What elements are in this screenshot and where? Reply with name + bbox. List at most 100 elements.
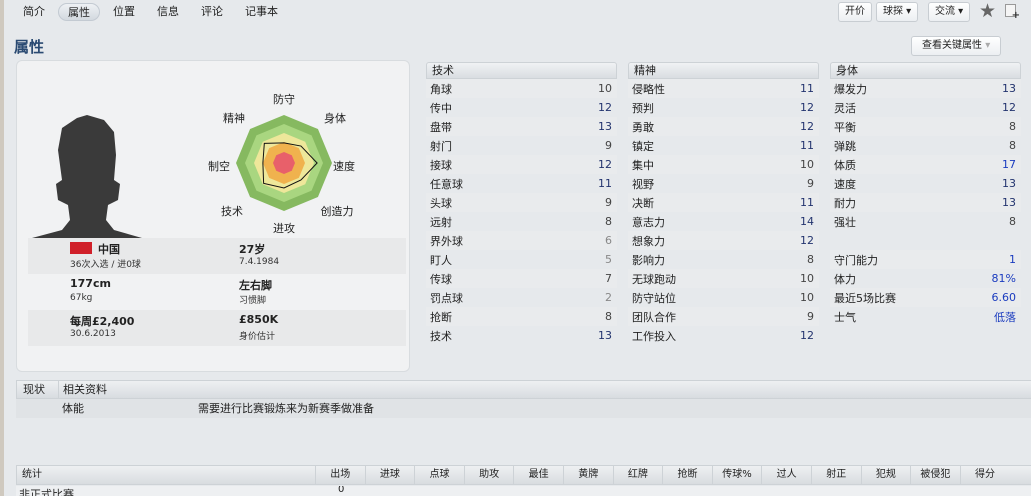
attribute-row[interactable]: 盯人 5 — [426, 250, 617, 269]
offer-button[interactable]: 开价 — [838, 2, 872, 22]
scout-dropdown[interactable]: 球探 ▾ — [876, 2, 919, 22]
attribute-row[interactable]: 体力 81% — [830, 269, 1021, 288]
value: £850K — [239, 313, 279, 326]
attribute-row[interactable]: 集中 10 — [628, 155, 819, 174]
stats-column[interactable]: 最佳 — [513, 466, 563, 484]
attribute-row[interactable]: 视野 9 — [628, 174, 819, 193]
attribute-name: 传球 — [430, 272, 452, 286]
attribute-row[interactable]: 弹跳 8 — [830, 136, 1021, 155]
attribute-row[interactable]: 防守站位 10 — [628, 288, 819, 307]
attribute-name: 工作投入 — [632, 329, 676, 343]
tab-2[interactable]: 位置 — [113, 5, 135, 18]
attribute-value: 1 — [1009, 253, 1016, 266]
stats-column[interactable]: 进球 — [364, 466, 415, 484]
attribute-row[interactable]: 传中 12 — [426, 98, 617, 117]
attribute-row[interactable]: 抢断 8 — [426, 307, 617, 326]
stats-column[interactable]: 点球 — [414, 466, 464, 484]
attribute-row[interactable]: 士气 低落 — [830, 307, 1021, 326]
stats-column[interactable]: 红牌 — [612, 466, 663, 484]
tab-4[interactable]: 评论 — [201, 5, 223, 18]
radar-label-mental: 精神 — [223, 111, 245, 125]
attribute-row[interactable]: 最近5场比赛 6.60 — [830, 288, 1021, 307]
preferred-foot: 左右脚 — [239, 279, 272, 292]
stats-column[interactable]: 抢断 — [662, 466, 712, 484]
attribute-row[interactable]: 勇敢 12 — [628, 117, 819, 136]
key-attributes-button[interactable]: 查看关键属性 ▾ — [911, 36, 1002, 56]
attribute-name: 视野 — [632, 177, 654, 191]
attribute-row[interactable]: 盘带 13 — [426, 117, 617, 136]
stats-column[interactable]: 助攻 — [463, 466, 514, 484]
stats-column[interactable]: 出场 — [315, 466, 365, 484]
attribute-row[interactable]: 技术 13 — [426, 326, 617, 345]
attribute-row[interactable]: 体质 17 — [830, 155, 1021, 174]
attribute-value: 12 — [800, 234, 814, 247]
attribute-value: 6.60 — [991, 291, 1017, 304]
tab-5[interactable]: 记事本 — [245, 5, 278, 18]
attribute-row[interactable]: 耐力 13 — [830, 193, 1021, 212]
attribute-row[interactable]: 镇定 11 — [628, 136, 819, 155]
attribute-name: 最近5场比赛 — [834, 291, 896, 305]
stats-column[interactable]: 传球% — [711, 466, 762, 484]
caps: 36次入选 / 进0球 — [70, 260, 141, 270]
stats-table-header: 统计 出场 进球 点球 助攻 最佳 黄牌 红牌 抢断 传球% 过人 射正 犯规 被侵犯 得分 — [16, 465, 1031, 485]
attribute-row[interactable]: 远射 8 — [426, 212, 617, 231]
attribute-name: 预判 — [632, 101, 654, 115]
attribute-row[interactable]: 强壮 8 — [830, 212, 1021, 231]
attribute-value: 9 — [807, 177, 814, 190]
attribute-name: 体质 — [834, 158, 856, 172]
attribute-row[interactable]: 任意球 11 — [426, 174, 617, 193]
tab-3[interactable]: 信息 — [157, 5, 179, 18]
radar-ring-4 — [273, 152, 295, 174]
attribute-row[interactable]: 界外球 6 — [426, 231, 617, 250]
attribute-row[interactable]: 传球 7 — [426, 269, 617, 288]
attribute-row[interactable]: 射门 9 — [426, 136, 617, 155]
wage: 每周£2,400 — [70, 315, 135, 328]
attribute-row[interactable]: 灵活 12 — [830, 98, 1021, 117]
attribute-row[interactable]: 侵略性 11 — [628, 79, 819, 98]
stats-column[interactable]: 过人 — [761, 466, 811, 484]
attribute-name: 罚点球 — [430, 291, 463, 305]
technical-attributes: 技术 角球 10 传中 12 盘带 13 射门 9 接球 12 任意球 11 头球 9 远射 8 界外球 6 盯人 5 传… — [426, 62, 617, 345]
attribute-value: 8 — [1009, 120, 1016, 133]
stats-column[interactable]: 得分 — [959, 466, 1010, 484]
attribute-row[interactable]: 意志力 14 — [628, 212, 819, 231]
attribute-value: 8 — [807, 253, 814, 266]
attribute-name: 镇定 — [632, 139, 654, 153]
attribute-name: 无球跑动 — [632, 272, 676, 286]
attribute-row[interactable]: 影响力 8 — [628, 250, 819, 269]
attribute-row[interactable]: 无球跑动 10 — [628, 269, 819, 288]
weight: 67kg — [70, 293, 93, 303]
attribute-row[interactable]: 预判 12 — [628, 98, 819, 117]
attribute-name: 盯人 — [430, 253, 452, 267]
attribute-row[interactable]: 接球 12 — [426, 155, 617, 174]
attribute-row[interactable]: 决断 11 — [628, 193, 819, 212]
stats-column[interactable]: 射正 — [810, 466, 861, 484]
star-icon[interactable]: ★ — [979, 0, 997, 22]
attribute-row[interactable]: 角球 10 — [426, 79, 617, 98]
attribute-value: 10 — [800, 291, 814, 304]
attribute-name: 士气 — [834, 310, 856, 324]
interact-dropdown[interactable]: 交流 ▾ — [928, 2, 971, 22]
tab-1[interactable]: 属性 — [58, 3, 100, 21]
attribute-value: 12 — [800, 329, 814, 342]
attribute-row[interactable]: 速度 13 — [830, 174, 1021, 193]
status-desc: 需要进行比赛锻炼来为新赛季做准备 — [198, 402, 374, 415]
attribute-row[interactable]: 工作投入 12 — [628, 326, 819, 345]
attribute-row[interactable]: 平衡 8 — [830, 117, 1021, 136]
attribute-name: 射门 — [430, 139, 452, 153]
attribute-value: 17 — [1002, 158, 1016, 171]
attribute-row[interactable]: 头球 9 — [426, 193, 617, 212]
attribute-row[interactable]: 罚点球 2 — [426, 288, 617, 307]
stats-column[interactable]: 黄牌 — [562, 466, 613, 484]
stats-column[interactable]: 犯规 — [860, 466, 911, 484]
attribute-value: 12 — [1002, 101, 1016, 114]
attribute-row[interactable]: 守门能力 1 — [830, 250, 1021, 269]
attribute-row[interactable]: 团队合作 9 — [628, 307, 819, 326]
attribute-name: 灵活 — [834, 101, 856, 115]
add-note-icon[interactable]: + — [1005, 4, 1020, 21]
stats-column[interactable]: 被侵犯 — [910, 466, 960, 484]
attribute-row[interactable]: 想象力 12 — [628, 231, 819, 250]
attribute-row[interactable]: 爆发力 13 — [830, 79, 1021, 98]
tab-0[interactable]: 简介 — [23, 5, 45, 18]
attribute-name: 意志力 — [632, 215, 665, 229]
